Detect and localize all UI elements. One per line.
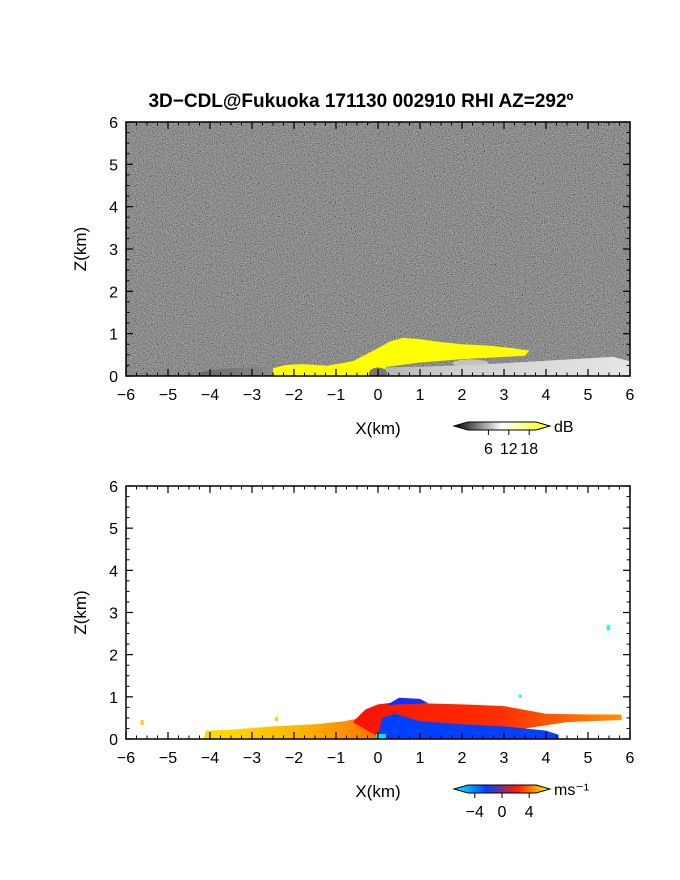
x-tick-label: 2 [458,387,467,404]
colorbar-tick-label: −4 [466,804,484,821]
x-tick-label: −4 [201,750,219,767]
x-tick-label: 4 [542,750,551,767]
colorbar: 6 12 18 dB [452,419,574,458]
y-tick-label: 0 [109,732,118,749]
x-tick-label: 5 [584,750,593,767]
x-tick-label: 3 [500,387,509,404]
x-tick-label: −1 [327,387,345,404]
positive-velocity-layer [203,717,378,739]
y-tick-label: 6 [109,115,118,132]
colorbar-tick-label: 18 [520,441,538,458]
y-tick-label: 5 [109,521,118,538]
colorbar-tick-label: 0 [498,804,507,821]
y-tick-label: 5 [109,157,118,174]
approaching-top [386,697,429,706]
x-axis-label: X(km) [355,419,400,438]
yellow-speck [140,720,144,726]
y-axis-label: Z(km) [71,590,90,634]
x-tick-label: −1 [327,750,345,767]
y-tick-label: 1 [109,327,118,344]
y-tick-label: 0 [109,369,118,386]
cyan-speck [606,625,610,631]
x-tick-label: 4 [542,387,551,404]
x-tick-label: 5 [584,387,593,404]
y-axis-label: Z(km) [71,227,90,271]
x-tick-label: 0 [374,750,383,767]
y-tick-label: 4 [109,200,118,217]
x-tick-label: −5 [159,387,177,404]
x-tick-label: 1 [416,750,425,767]
y-tick-label: 1 [109,690,118,707]
x-tick-label: −2 [285,387,303,404]
colorbar-strip [452,421,552,431]
y-tick-label: 6 [109,479,118,496]
x-tick-label: 1 [416,387,425,404]
x-tick-label: 0 [374,387,383,404]
x-tick-label: −5 [159,750,177,767]
colorbar: −4 0 4 ms⁻¹ [452,782,589,821]
strong-return-area [273,337,530,376]
chart-title: 3D−CDL@Fukuoka 171130 002910 RHI AZ=292º [148,91,573,112]
x-tick-label: 6 [626,750,635,767]
plot-background [126,486,630,739]
x-tick-label: −6 [117,750,135,767]
cyan-spot [375,733,386,739]
approaching-core [378,713,559,739]
colorbar-unit: ms⁻¹ [554,782,589,799]
colorbar-tick-label: 12 [500,441,518,458]
y-tick-label: 3 [109,242,118,259]
colorbar-strip [452,784,552,794]
plot-area [126,486,630,739]
yellow-speck [275,717,279,722]
x-tick-label: 2 [458,750,467,767]
x-tick-label: −4 [201,387,219,404]
colorbar-tick-label: 4 [525,804,534,821]
noise-texture [126,122,630,376]
x-tick-label: −3 [243,750,261,767]
colorbar-tick-label: 6 [484,441,493,458]
y-tick-label: 2 [109,284,118,301]
x-axis-label: X(km) [355,782,400,801]
plot-area [126,122,630,376]
clutter-streak [452,359,489,368]
velocity-panel: −6 −5 −4 −3 −2 −1 0 1 2 3 4 5 6 0 1 2 3 4 5 6 X(km) Z(km) −4 0 4… [71,479,635,821]
cyan-speck [518,694,522,698]
y-tick-label: 4 [109,563,118,580]
x-tick-label: −3 [243,387,261,404]
y-tick-label: 2 [109,648,118,665]
x-tick-label: 6 [626,387,635,404]
x-tick-label: −2 [285,750,303,767]
colorbar-unit: dB [554,419,574,436]
x-tick-label: 3 [500,750,509,767]
y-tick-label: 3 [109,606,118,623]
x-tick-label: −6 [117,387,135,404]
